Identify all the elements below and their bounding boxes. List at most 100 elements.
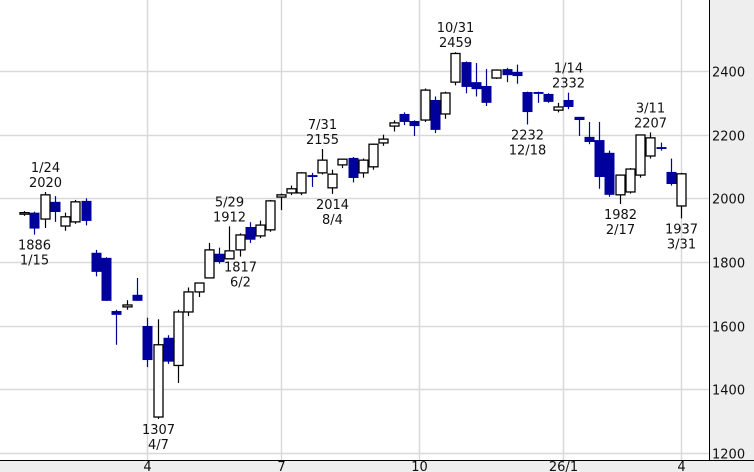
candle-body <box>553 106 564 111</box>
candle-body <box>194 282 205 293</box>
candle-down <box>132 277 143 301</box>
candle-body <box>245 226 256 240</box>
annotation-line1: 1886 <box>18 239 51 254</box>
candles <box>19 52 687 419</box>
annotation-line1: 1817 <box>224 261 257 276</box>
candle-down <box>502 67 513 83</box>
candle-down <box>594 121 605 189</box>
candle-up <box>224 226 235 260</box>
annotation-line2: 8/4 <box>322 213 343 228</box>
candle-up <box>122 300 133 310</box>
candle-up <box>19 211 30 216</box>
candle-body <box>122 304 133 308</box>
candle-body <box>481 85 492 103</box>
candle-body <box>19 212 30 215</box>
candle-body <box>450 52 461 83</box>
candle-up <box>296 172 307 196</box>
annotation-line1: 3/11 <box>636 101 665 116</box>
candle-up <box>327 169 338 194</box>
candle-down <box>461 61 472 94</box>
candle-body <box>389 122 400 127</box>
candle-body <box>317 159 328 174</box>
candle-up <box>286 185 297 196</box>
candle-body <box>40 194 51 220</box>
annotation-line2: 2332 <box>552 77 585 92</box>
annotation-line2: 2155 <box>306 133 339 148</box>
candle-body <box>183 291 194 313</box>
candle-up <box>645 132 656 159</box>
candle-body <box>153 344 164 418</box>
candle-down <box>604 150 615 197</box>
candle-down <box>430 96 441 134</box>
candle-down <box>307 172 318 187</box>
candle-up <box>194 282 205 298</box>
candle-down <box>81 198 92 226</box>
candle-up <box>635 134 646 178</box>
candle-up <box>625 168 636 194</box>
candle-up <box>153 319 164 419</box>
y-axis-panel <box>710 0 754 472</box>
annotation-line1: 1937 <box>665 222 698 237</box>
candle-body <box>327 173 338 189</box>
x-axis: 4 7 10 26/1 4 <box>143 460 685 472</box>
candle-body <box>409 120 420 127</box>
candle-body <box>512 71 523 77</box>
annotation-line1: 2014 <box>316 198 349 213</box>
y-tick-label: 2200 <box>712 130 745 145</box>
candle-down <box>142 317 153 368</box>
x-axis-panel <box>0 460 754 472</box>
y-tick-label: 1600 <box>712 321 745 336</box>
candle-down <box>563 92 574 110</box>
annotation-line2: 2207 <box>634 116 667 131</box>
candle-up <box>173 309 184 383</box>
candle-body <box>286 188 297 194</box>
annotation-line2: 4/7 <box>148 438 169 453</box>
candle-body <box>368 143 379 168</box>
candle-body <box>574 116 585 121</box>
annotation-line2: 1912 <box>213 210 246 225</box>
candle-down <box>522 91 533 125</box>
candle-body <box>91 252 102 272</box>
candle-body <box>635 134 646 176</box>
candle-up <box>368 143 379 170</box>
candle-up <box>255 220 266 239</box>
candle-body <box>676 173 687 207</box>
candle-body <box>625 168 636 193</box>
candle-body <box>142 325 153 361</box>
candle-body <box>70 201 81 223</box>
candle-up <box>40 191 51 228</box>
annotation-line1: 1/14 <box>554 62 583 77</box>
annotation-line2: 2020 <box>29 176 62 191</box>
candle-body <box>337 158 348 166</box>
candle-down <box>91 249 102 277</box>
candle-body <box>615 174 626 196</box>
annotation-line2: 2/17 <box>606 223 635 238</box>
candle-body <box>378 138 389 144</box>
candle-down <box>543 93 554 103</box>
candle-body <box>430 99 441 130</box>
candle-body <box>60 216 71 227</box>
candle-body <box>666 171 677 185</box>
candle-up <box>450 52 461 86</box>
candle-body <box>81 200 92 221</box>
candle-body <box>276 194 287 198</box>
x-tick-label: 7 <box>277 460 285 472</box>
annotation-line1: 10/31 <box>437 21 474 36</box>
annotation-line1: 5/29 <box>215 195 244 210</box>
candle-down <box>101 257 112 301</box>
candle-down <box>481 69 492 107</box>
candle-body <box>173 311 184 367</box>
candle-up <box>60 212 71 231</box>
candle-down <box>348 156 359 183</box>
y-tick-label: 1800 <box>712 257 745 272</box>
candle-body <box>214 253 225 262</box>
x-tick-label: 26/1 <box>549 460 578 472</box>
